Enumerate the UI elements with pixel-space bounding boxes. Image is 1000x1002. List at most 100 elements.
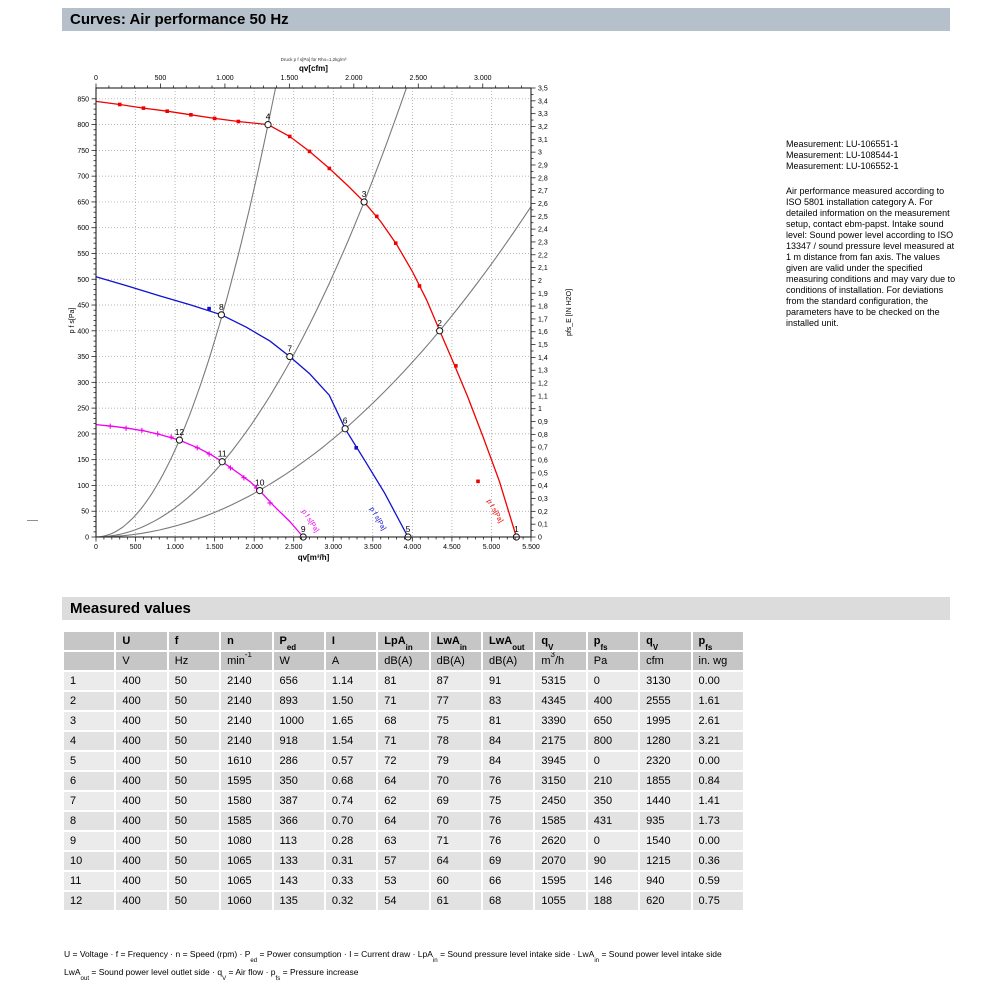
column-header: U: [116, 632, 167, 650]
svg-text:0,1: 0,1: [538, 522, 548, 529]
value-cell: 71: [430, 832, 481, 850]
value-cell: 0.74: [325, 792, 377, 810]
value-cell: 0: [587, 752, 639, 770]
value-cell: 81: [378, 672, 429, 690]
value-cell: 1585: [221, 812, 272, 830]
value-cell: 2450: [535, 792, 586, 810]
system-curve-B: [95, 87, 407, 538]
column-unit: [64, 652, 115, 670]
value-cell: 75: [430, 712, 481, 730]
value-cell: 78: [430, 732, 481, 750]
measurement-info: Measurement: LU-106551-1 Measurement: LU-…: [786, 139, 958, 329]
value-cell: 893: [273, 692, 324, 710]
table-row: 6 400 50 1595 350 0.68 64 70 76 3150 210 1855 0.84: [64, 772, 743, 790]
value-cell: 1065: [221, 872, 272, 890]
value-cell: 918: [273, 732, 324, 750]
svg-text:1: 1: [538, 406, 542, 413]
y-right-axis-title: pfs_E [IN H2O]: [566, 289, 573, 336]
row-number-cell: 2: [64, 692, 115, 710]
svg-text:8: 8: [219, 302, 224, 312]
value-cell: 81: [483, 712, 534, 730]
svg-text:0: 0: [538, 535, 542, 542]
svg-text:550: 550: [77, 251, 89, 258]
value-cell: 2070: [535, 852, 586, 870]
value-cell: 70: [430, 812, 481, 830]
column-unit: cfm: [640, 652, 691, 670]
value-cell: 1855: [640, 772, 691, 790]
value-cell: 400: [116, 712, 167, 730]
svg-text:300: 300: [77, 380, 89, 387]
value-cell: 0.00: [692, 832, 743, 850]
x-top-axis-title: qv[cfm]: [299, 64, 328, 73]
column-unit: dB(A): [483, 652, 534, 670]
table-row: 4 400 50 2140 918 1.54 71 78 84 2175 800 1280 3.21: [64, 732, 743, 750]
value-cell: 400: [116, 772, 167, 790]
x-axis-title: qv[m³/h]: [298, 553, 330, 562]
section-title-curves: Curves: Air performance 50 Hz: [62, 8, 950, 31]
value-cell: 68: [378, 712, 429, 730]
grid: [96, 88, 531, 537]
svg-text:2,7: 2,7: [538, 188, 548, 195]
value-cell: 1.65: [325, 712, 377, 730]
value-cell: 0.32: [325, 892, 377, 910]
value-cell: 1065: [221, 852, 272, 870]
value-cell: 935: [640, 812, 691, 830]
svg-text:4: 4: [266, 112, 271, 122]
value-cell: 76: [483, 772, 534, 790]
fan-curve-1065rpm-markers: [107, 423, 273, 506]
svg-text:800: 800: [77, 122, 89, 129]
value-cell: 2140: [221, 732, 272, 750]
chart-small-title: Druck p f s[Pa] für Rho=1,2kg/m³: [281, 57, 347, 62]
value-cell: 1580: [221, 792, 272, 810]
column-unit: Hz: [168, 652, 220, 670]
svg-text:600: 600: [77, 225, 89, 232]
value-cell: 68: [483, 892, 534, 910]
svg-text:1.500: 1.500: [281, 75, 299, 82]
svg-text:3,2: 3,2: [538, 124, 548, 131]
value-cell: 400: [116, 852, 167, 870]
fan-curve-1600rpm-markers: [207, 306, 359, 450]
value-cell: 400: [116, 792, 167, 810]
value-cell: 0.75: [692, 892, 743, 910]
value-cell: 76: [483, 832, 534, 850]
svg-text:2,6: 2,6: [538, 201, 548, 208]
svg-text:1,7: 1,7: [538, 316, 548, 323]
column-header: LpAin: [378, 632, 429, 650]
table-row: 2 400 50 2140 893 1.50 71 77 83 4345 400 2555 1.61: [64, 692, 743, 710]
column-unit: dB(A): [378, 652, 429, 670]
measurement-note: Air performance measured according to IS…: [786, 186, 956, 328]
measurement-line: Measurement: LU-106551-1: [786, 139, 899, 149]
value-cell: 366: [273, 812, 324, 830]
value-cell: 146: [587, 872, 639, 890]
column-unit: V: [116, 652, 167, 670]
svg-text:2,1: 2,1: [538, 265, 548, 272]
value-cell: 50: [168, 852, 220, 870]
point-marker-3: [360, 198, 368, 206]
value-cell: 72: [378, 752, 429, 770]
measurement-line: Measurement: LU-108544-1: [786, 150, 899, 160]
value-cell: 1.61: [692, 692, 743, 710]
column-unit: in. wg: [692, 652, 743, 670]
value-cell: 64: [378, 812, 429, 830]
svg-text:100: 100: [77, 483, 89, 490]
value-cell: 0.28: [325, 832, 377, 850]
value-cell: 350: [587, 792, 639, 810]
row-number-cell: 9: [64, 832, 115, 850]
point-marker-7: [286, 352, 294, 361]
value-cell: 1000: [273, 712, 324, 730]
value-cell: 69: [483, 852, 534, 870]
svg-text:0,4: 0,4: [538, 483, 548, 490]
value-cell: 60: [430, 872, 481, 890]
svg-text:2.000: 2.000: [345, 75, 363, 82]
value-cell: 4345: [535, 692, 586, 710]
svg-text:5.000: 5.000: [483, 544, 501, 551]
value-cell: 50: [168, 672, 220, 690]
column-header: qV: [535, 632, 586, 650]
value-cell: 940: [640, 872, 691, 890]
column-header: LwAin: [430, 632, 481, 650]
value-cell: 57: [378, 852, 429, 870]
column-header: LwAout: [483, 632, 534, 650]
value-cell: 54: [378, 892, 429, 910]
column-header: pfs: [587, 632, 639, 650]
